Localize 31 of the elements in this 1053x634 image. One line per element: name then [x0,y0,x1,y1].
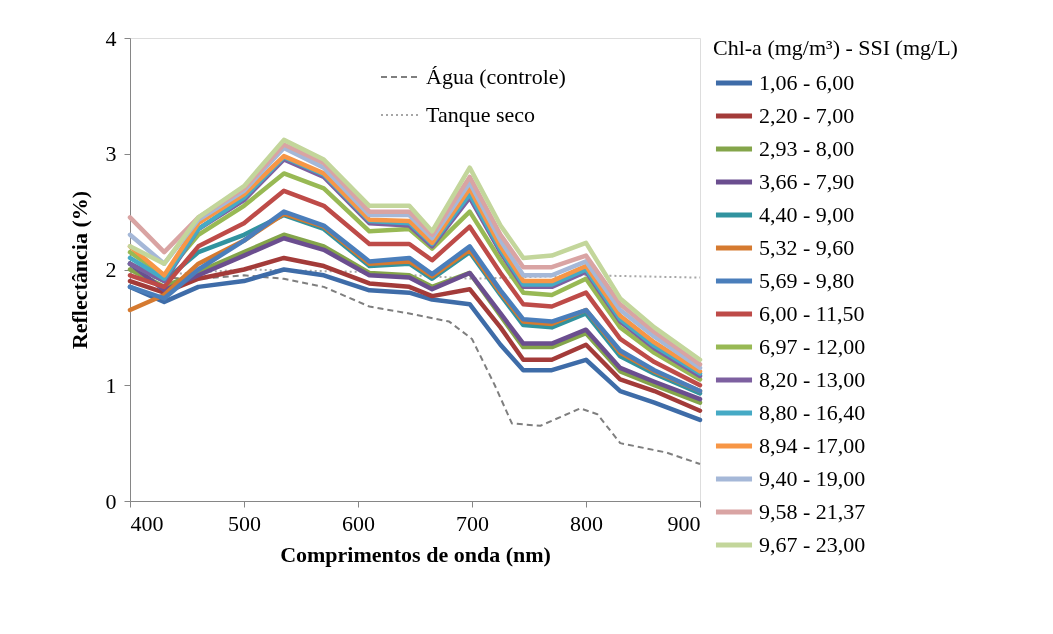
x-tick-label: 600 [342,510,375,536]
x-tick-label: 900 [667,510,701,536]
legend-label: 6,00 - 11,50 [759,301,865,326]
legend-label: 1,06 - 6,00 [759,70,855,95]
x-axis-title: Comprimentos de onda (nm) [280,541,551,567]
legend-label: 8,94 - 17,00 [759,433,866,458]
legend-title: Chl-a (mg/m³) - SSI (mg/L) [713,35,958,60]
y-axis-title: Reflectância (%) [66,190,92,350]
legend-label: Tanque seco [426,102,536,127]
y-tick-label: 1 [105,372,117,398]
y-tick-label: 3 [105,141,117,167]
legend-label: 3,66 - 7,90 [759,169,855,194]
legend-label: 4,40 - 9,00 [759,202,855,227]
x-tick-label: 800 [570,510,603,536]
x-tick-label: 500 [228,510,261,536]
legend-label: 2,20 - 7,00 [759,103,855,128]
legend-label: 9,58 - 21,37 [759,499,866,524]
legend-label: 9,67 - 23,00 [759,532,866,557]
legend-label: 5,32 - 9,60 [759,235,855,260]
y-tick-label: 4 [105,25,117,51]
x-tick-label: 700 [456,510,489,536]
legend-label: 6,97 - 12,00 [759,334,866,359]
legend-label: 8,20 - 13,00 [759,367,866,392]
legend-label: Água (controle) [426,64,566,89]
legend-label: 9,40 - 19,00 [759,466,866,491]
x-tick-label: 400 [130,510,164,536]
legend-label: 5,69 - 9,80 [759,268,855,293]
legend-label: 2,93 - 8,00 [759,136,855,161]
legend-label: 8,80 - 16,40 [759,400,866,425]
y-tick-label: 2 [105,257,117,282]
y-tick-label: 0 [105,488,117,514]
